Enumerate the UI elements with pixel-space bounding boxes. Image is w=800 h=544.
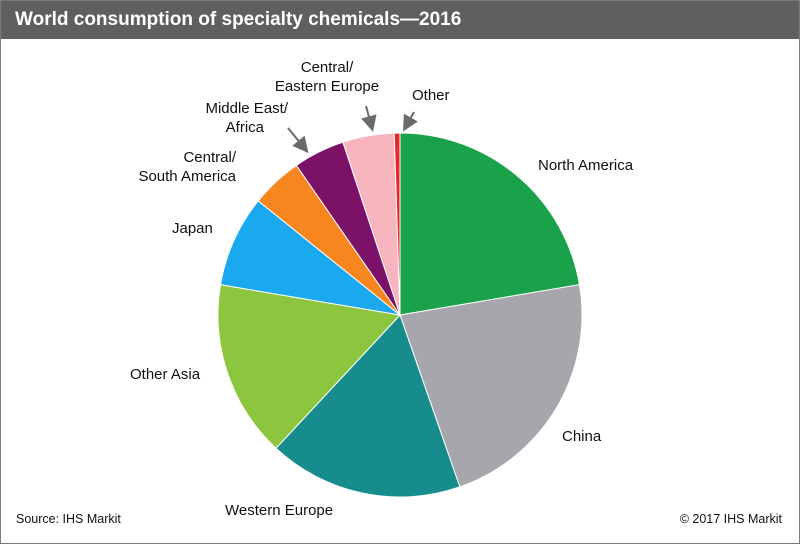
pie-slice-western-europe (275, 314, 461, 498)
title-bar: World consumption of specialty chemicals… (1, 1, 799, 39)
pie-slice-japan (219, 200, 402, 316)
chart-title: World consumption of specialty chemicals… (15, 9, 462, 30)
source-note: Source: IHS Markit (16, 512, 121, 526)
pie-slice-other (393, 132, 401, 316)
pie-slice-china (399, 284, 583, 488)
label-other: Other (412, 87, 450, 104)
arrow-other (403, 111, 418, 132)
label-middle-east-africa: Middle East/Africa (205, 100, 288, 136)
label-western-europe: Western Europe (225, 502, 333, 519)
pie-slice-other-asia (217, 284, 401, 449)
label-central-eastern-europe: Central/Eastern Europe (275, 59, 379, 95)
label-china: China (562, 428, 602, 445)
arrow-central-eastern-europe (361, 105, 377, 132)
pie-slice-north-america (399, 132, 581, 316)
label-central-south-america: Central/South America (138, 149, 236, 185)
label-north-america: North America (538, 157, 634, 174)
arrow-middle-east-africa (287, 127, 309, 154)
copyright-note: © 2017 IHS Markit (679, 512, 782, 526)
label-japan: Japan (172, 220, 213, 237)
label-other-asia: Other Asia (130, 366, 201, 383)
